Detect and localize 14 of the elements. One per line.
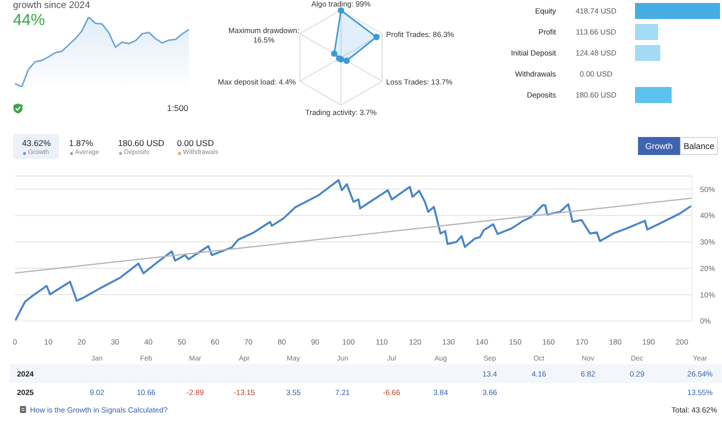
bar <box>635 3 720 19</box>
bar <box>635 45 660 61</box>
text: 1.87% <box>69 138 94 148</box>
text: 180.60 USD <box>118 138 164 148</box>
text: 1:500 <box>167 103 188 113</box>
tab-button: Growth <box>638 137 680 155</box>
chart-title: growth since 2024 <box>13 0 90 11</box>
bar <box>635 24 658 40</box>
chart-subtitle: 44% <box>13 12 46 30</box>
tab-button: Balance <box>680 137 718 155</box>
bar <box>635 87 672 103</box>
line-series <box>15 179 692 321</box>
text: 0.00 USD <box>177 138 214 148</box>
text: 43.62% <box>22 138 51 148</box>
